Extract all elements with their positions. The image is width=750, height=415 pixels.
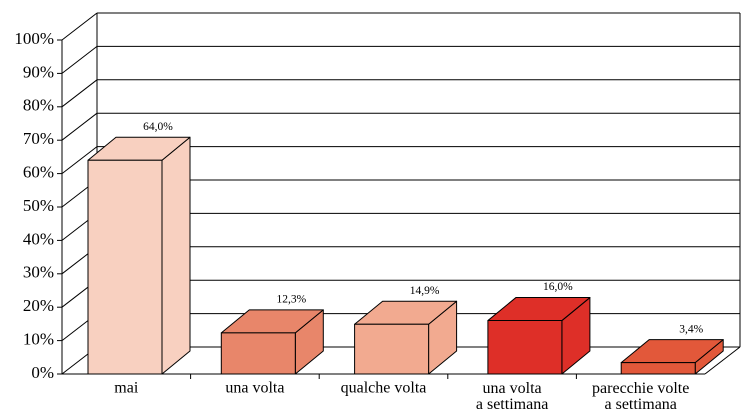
x-tick-label: una volta a settimana [476,380,548,413]
value-label: 16,0% [543,281,573,293]
bar [87,159,163,375]
bars: mai 64,0% una volta 12,3% qualche volta 14,9%… [87,121,724,413]
grid-line [61,79,98,108]
bar [620,362,696,375]
x-tick-label: una volta [225,380,284,397]
value-label: 12,3% [276,294,306,306]
grid-line [61,146,98,174]
x-tick-label: mai [114,380,139,397]
y-tick-label: 70% [23,129,54,148]
y-tick-label: 30% [23,263,54,282]
y-tick-label: 20% [23,296,54,315]
value-label: 3,4% [679,323,703,335]
bar [220,332,296,375]
x-tick-label: qualche volta [341,380,427,397]
y-tick-label: 60% [23,163,54,182]
bar [487,320,563,375]
grid-line [61,12,98,41]
bar [354,323,430,375]
y-tick-label: 50% [23,196,54,215]
x-tick-label: parecchie volte a settimana [592,380,689,413]
grid: 0% 10% 20% 30% 40% 50% 60% 70% 80% 90% 100% [14,12,741,382]
bar-side [161,136,191,375]
value-label: 64,0% [143,121,173,133]
y-tick-label: 0% [31,363,54,382]
value-label: 14,9% [410,285,440,297]
axis [704,346,741,375]
y-tick-label: 100% [14,29,54,48]
y-tick-label: 90% [23,62,54,81]
grid-line [61,46,98,74]
y-tick-label: 80% [23,96,54,115]
grid-line [61,112,98,141]
y-tick-label: 10% [23,330,54,349]
y-tick-label: 40% [23,229,54,248]
